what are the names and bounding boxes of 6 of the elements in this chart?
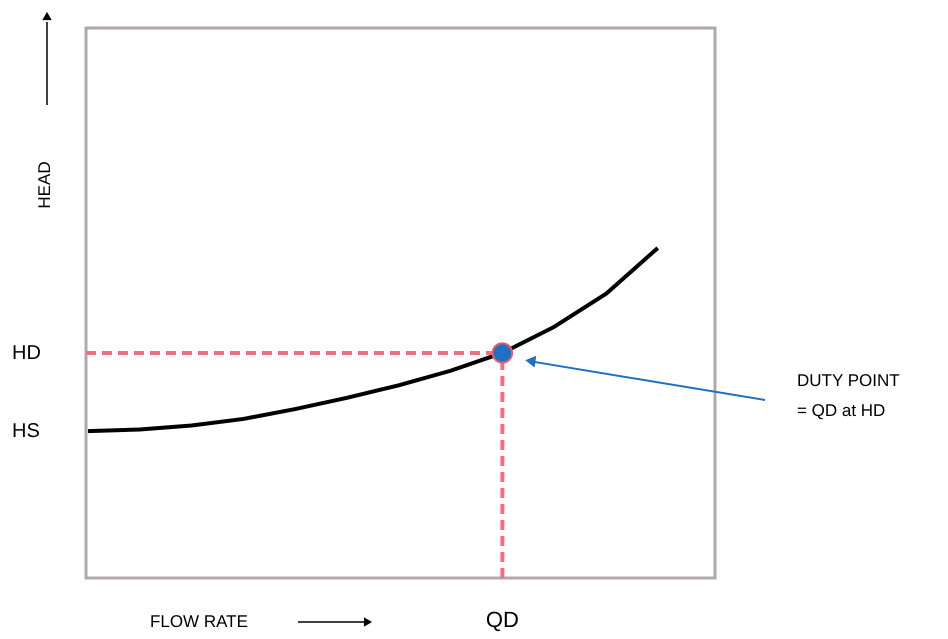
- text: QD: [486, 607, 519, 632]
- text: HD: [12, 342, 41, 364]
- text: HS: [12, 420, 40, 442]
- y-axis-title: HEAD: [35, 161, 54, 209]
- text: DUTY POINT = QD at HD: [797, 371, 900, 420]
- x-axis-title: FLOW RATE: [150, 612, 248, 631]
